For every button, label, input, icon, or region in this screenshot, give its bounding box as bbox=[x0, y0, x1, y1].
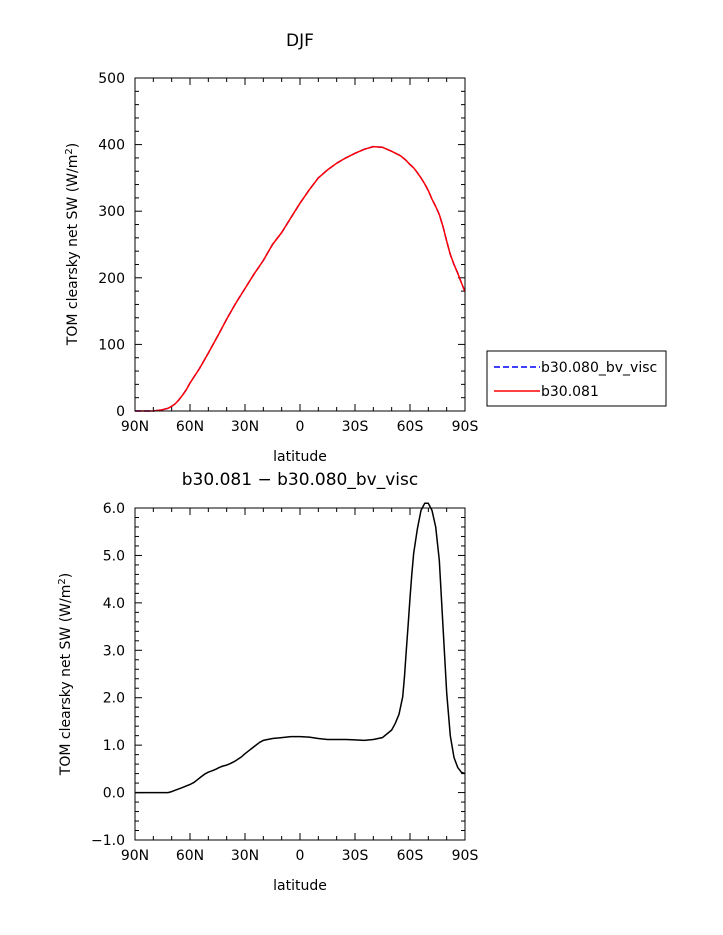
legend-box bbox=[486, 350, 667, 407]
y-tick-label-bottom: 2.0 bbox=[103, 691, 125, 707]
series-line-top-1 bbox=[135, 145, 466, 412]
y-axis-label-top: TOM clearsky net SW (W/m2) bbox=[64, 143, 82, 346]
x-tick-label-bottom: 30N bbox=[231, 848, 259, 864]
y-tick-label-top: 200 bbox=[98, 271, 125, 287]
y-tick-label-bottom: −1.0 bbox=[91, 833, 125, 849]
x-tick-label-bottom: 30S bbox=[342, 848, 369, 864]
chart-title-top: DJF bbox=[286, 31, 314, 51]
x-tick-label-bottom: 60S bbox=[397, 848, 424, 864]
chart-panel-bottom: b30.081 − b30.080_bv_visc 90N 60N 30N 0 30S 6… bbox=[57, 470, 479, 894]
chart-title-bottom: b30.081 − b30.080_bv_visc bbox=[182, 470, 418, 490]
x-axis-label-bottom: latitude bbox=[273, 878, 327, 894]
legend: b30.080_bv_visc b30.081 bbox=[486, 350, 667, 407]
y-axis-label-bottom: TOM clearsky net SW (W/m2) bbox=[57, 573, 75, 776]
y-tick-label-bottom: 6.0 bbox=[103, 501, 125, 517]
x-tick-label-bottom: 90N bbox=[121, 848, 149, 864]
x-tick-label-top: 90N bbox=[121, 419, 149, 435]
y-tick-label-top: 300 bbox=[98, 204, 125, 220]
plot-frame-bottom bbox=[134, 507, 466, 841]
x-tick-label-top: 0 bbox=[296, 419, 305, 435]
y-tick-label-top: 400 bbox=[98, 138, 125, 154]
series-line-top-2 bbox=[135, 145, 466, 412]
x-tick-label-bottom: 60N bbox=[176, 848, 204, 864]
x-tick-label-top: 90S bbox=[452, 419, 479, 435]
y-tick-label-bottom: 4.0 bbox=[103, 596, 125, 612]
y-tick-label-bottom: 0.0 bbox=[103, 786, 125, 802]
x-tick-label-top: 60N bbox=[176, 419, 204, 435]
x-axis-label-top: latitude bbox=[273, 449, 327, 465]
x-tick-label-bottom: 90S bbox=[452, 848, 479, 864]
y-tick-label-top: 100 bbox=[98, 337, 125, 353]
x-tick-label-bottom: 0 bbox=[296, 848, 305, 864]
legend-label-series-1: b30.080_bv_visc bbox=[541, 360, 657, 376]
y-tick-label-bottom: 1.0 bbox=[103, 738, 125, 754]
y-tick-label-bottom: 5.0 bbox=[103, 548, 125, 564]
y-tick-label-top: 0 bbox=[116, 404, 125, 420]
y-tick-label-top: 500 bbox=[98, 71, 125, 87]
chart-panel-top: DJF 90N 60N 30N 0 30S 60S 90S0100200300400500 … bbox=[64, 31, 479, 465]
plot-frame-top bbox=[134, 77, 466, 412]
x-tick-label-top: 60S bbox=[397, 419, 424, 435]
y-tick-label-bottom: 3.0 bbox=[103, 643, 125, 659]
x-tick-label-top: 30S bbox=[342, 419, 369, 435]
legend-label-series-2: b30.081 bbox=[541, 384, 599, 400]
series-line-bottom-1 bbox=[135, 502, 466, 794]
x-tick-label-top: 30N bbox=[231, 419, 259, 435]
